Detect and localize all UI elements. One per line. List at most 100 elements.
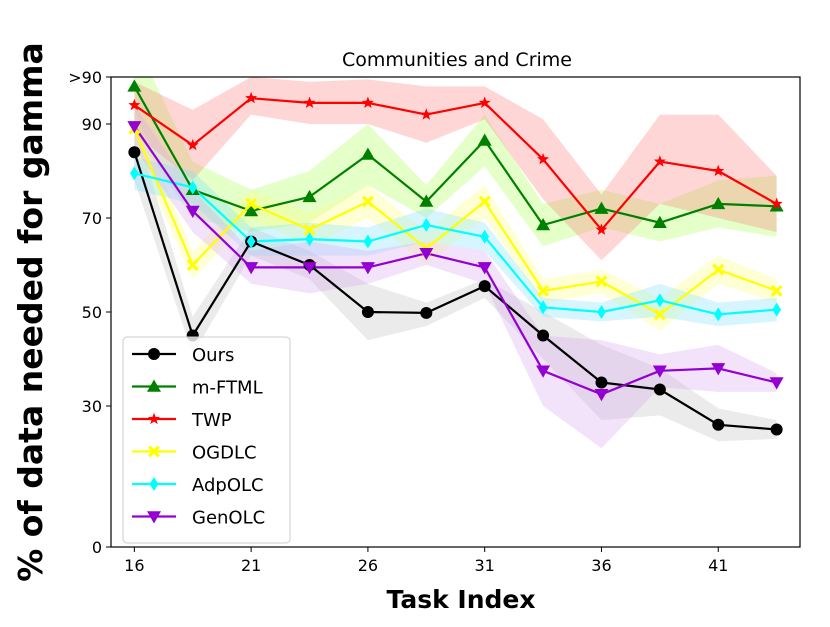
twp-point: [186, 138, 199, 151]
y-tick-label: 70: [82, 209, 102, 228]
genolc-point: [185, 205, 200, 218]
ogdlc-point: [595, 275, 608, 288]
legend-marker-ogdlc: [148, 445, 160, 458]
m-ftml-band: [134, 77, 777, 247]
ogdlc-band: [134, 109, 777, 331]
m-ftml-point: [127, 79, 142, 92]
adpolc-point: [713, 307, 723, 322]
adpolc-point: [421, 218, 431, 233]
legend-box: [122, 336, 291, 544]
legend-marker-genolc: [147, 511, 161, 524]
twp-point: [595, 223, 608, 235]
twp-point: [653, 155, 666, 167]
x-tick-label: 16: [124, 556, 144, 575]
x-tick-label: 31: [475, 556, 495, 575]
ours-point: [712, 418, 725, 431]
m-ftml-point: [360, 147, 375, 160]
ogdlc-point: [186, 259, 199, 271]
adpolc-point: [538, 300, 548, 315]
genolc-point: [302, 262, 317, 275]
adpolc-point: [246, 234, 256, 249]
ours-point: [128, 146, 141, 159]
genolc-point: [711, 363, 726, 376]
twp-point: [478, 96, 491, 108]
y-tick-label: 90: [82, 115, 102, 134]
legend: Ours m-FTML TWP OGDLC AdpOLC GenOLC: [122, 336, 291, 544]
m-ftml-line: [133, 85, 777, 227]
legend-marker-twp: [148, 412, 160, 425]
ogdlc-point: [653, 308, 666, 321]
adpolc-point: [363, 234, 373, 249]
m-ftml-point: [711, 196, 726, 210]
ogdlc-point: [361, 195, 374, 208]
legend-marker-m-ftml: [147, 379, 161, 392]
y-tick-label: 0: [92, 538, 102, 557]
x-tick-label: 36: [591, 556, 611, 575]
legend-label-ogdlc: OGDLC: [192, 443, 257, 464]
x-tick-label: 21: [241, 556, 261, 575]
twp-point: [128, 98, 141, 111]
adpolc-point: [188, 180, 198, 195]
ours-point: [595, 376, 608, 389]
ours-band: [134, 124, 777, 442]
m-ftml-point: [594, 201, 609, 214]
ogdlc-point: [712, 263, 725, 276]
adpolc-point: [772, 302, 781, 317]
twp-point: [245, 91, 258, 104]
adpolc-point: [597, 305, 606, 319]
x-tick-label: 41: [708, 556, 728, 575]
adpolc-band: [134, 156, 777, 327]
ogdlc-point: [770, 284, 783, 297]
ogdlc-point: [245, 197, 258, 210]
ours-point: [537, 329, 550, 342]
ours-point: [478, 280, 491, 293]
genolc-point: [477, 262, 492, 275]
ours-point: [420, 306, 433, 319]
genolc-point: [769, 377, 784, 390]
x-tick-label: 26: [358, 556, 378, 575]
legend-marker-ours: [148, 348, 160, 360]
genolc-band: [134, 105, 777, 449]
twp-line: [133, 97, 778, 231]
ours-point: [653, 383, 666, 396]
x-axis-label: Task Index: [387, 585, 536, 614]
twp-point: [537, 152, 550, 165]
chart-title: Communities and Crime: [342, 49, 572, 71]
adpolc-line: [134, 172, 777, 316]
genolc-line: [133, 125, 777, 396]
m-ftml-point: [419, 194, 434, 207]
genolc-point: [360, 262, 375, 275]
y-tick-label: 50: [82, 303, 102, 322]
genolc-point: [127, 121, 142, 134]
legend-label-twp: TWP: [191, 410, 232, 431]
genolc-point: [419, 248, 434, 261]
legend-marker-adpolc: [149, 477, 159, 491]
ours-point: [770, 423, 783, 436]
ogdlc-point: [537, 284, 550, 297]
adpolc-point: [130, 166, 139, 181]
series-lines: [133, 85, 778, 431]
series-markers: [127, 79, 784, 436]
twp-point: [770, 197, 783, 209]
m-ftml-point: [652, 215, 667, 228]
m-ftml-point: [536, 218, 551, 231]
adpolc-point: [305, 232, 314, 247]
adpolc-point: [655, 293, 665, 308]
m-ftml-point: [302, 189, 317, 203]
legend-label-ours: Ours: [192, 345, 234, 366]
genolc-point: [594, 389, 609, 402]
genolc-point: [536, 365, 551, 378]
legend-label-adpolc: AdpOLC: [192, 475, 264, 496]
twp-point: [712, 164, 725, 177]
adpolc-point: [480, 229, 490, 244]
x-axis-ticks: 16 21 26 31 36 41: [124, 547, 728, 575]
y-tick-label: >90: [68, 68, 102, 87]
twp-point: [303, 96, 316, 108]
ogdlc-point: [303, 223, 316, 236]
y-tick-label: 30: [82, 397, 102, 416]
ogdlc-point: [478, 195, 491, 208]
m-ftml-point: [244, 203, 259, 217]
y-axis-label: % of data needed for gamma: [11, 42, 50, 582]
genolc-point: [652, 365, 667, 378]
